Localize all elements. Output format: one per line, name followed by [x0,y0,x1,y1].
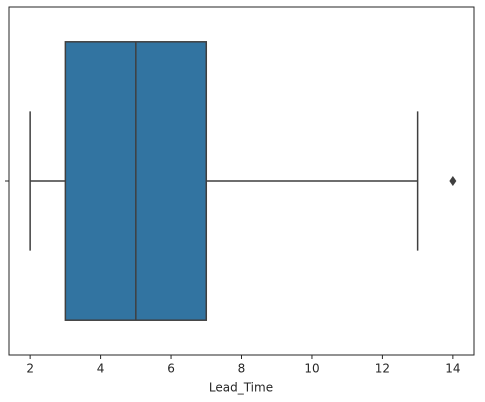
x-tick-label: 6 [167,362,175,376]
x-tick-label: 12 [375,362,390,376]
x-tick-label: 2 [26,362,34,376]
flier [449,176,457,186]
x-tick-label: 4 [97,362,105,376]
plot-frame [8,6,475,356]
x-axis-label: Lead_Time [209,381,273,395]
x-tick-label: 8 [238,362,246,376]
x-tick-label: 14 [445,362,460,376]
x-tick-label: 10 [304,362,319,376]
